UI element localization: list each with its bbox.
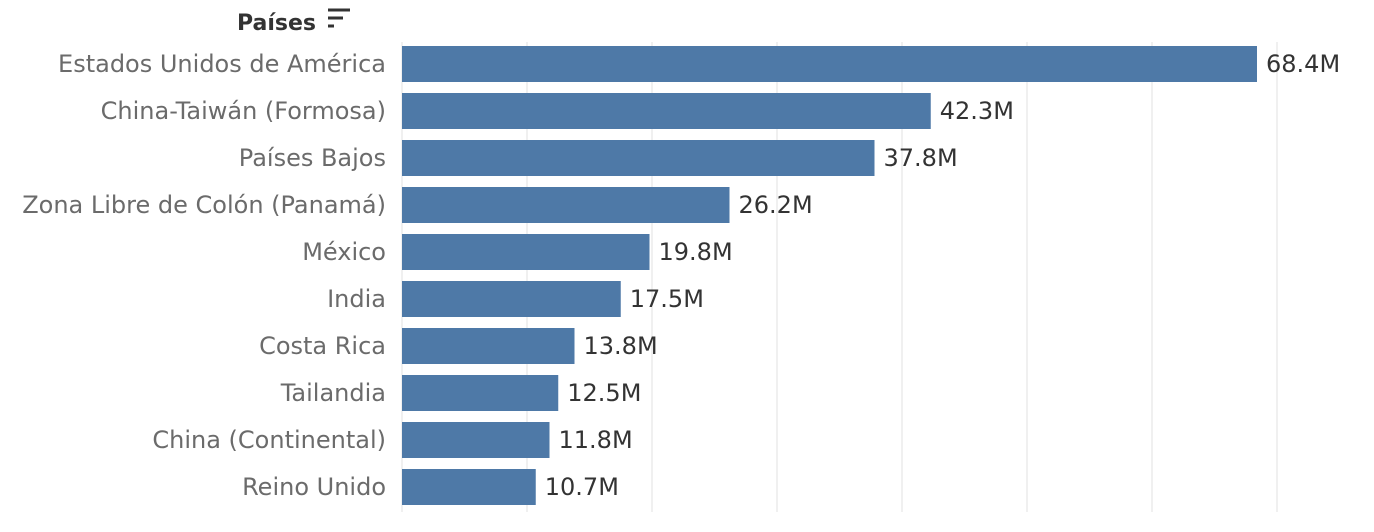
value-label: 13.8M: [584, 332, 658, 360]
bar-row[interactable]: Estados Unidos de América 68.4M: [58, 46, 1340, 82]
value-label: 17.5M: [630, 285, 704, 313]
category-label[interactable]: China (Continental): [152, 426, 386, 454]
bar[interactable]: [402, 281, 621, 317]
category-label[interactable]: Costa Rica: [259, 332, 386, 360]
bar-row[interactable]: Zona Libre de Colón (Panamá) 26.2M: [22, 187, 813, 223]
bars-group: Estados Unidos de América 68.4M China-Taiw…: [22, 46, 1340, 505]
bar-row[interactable]: India 17.5M: [327, 281, 704, 317]
chart-header[interactable]: Países: [237, 8, 350, 36]
value-label: 42.3M: [940, 97, 1014, 125]
category-label[interactable]: Estados Unidos de América: [58, 50, 386, 78]
category-label[interactable]: Tailandia: [280, 379, 386, 407]
bar[interactable]: [402, 187, 730, 223]
bar-row[interactable]: China-Taiwán (Formosa) 42.3M: [101, 93, 1014, 129]
bar[interactable]: [402, 93, 931, 129]
sort-descending-icon[interactable]: [328, 8, 350, 28]
value-label: 12.5M: [567, 379, 641, 407]
category-label[interactable]: China-Taiwán (Formosa): [101, 97, 386, 125]
value-label: 10.7M: [545, 473, 619, 501]
bar[interactable]: [402, 140, 875, 176]
value-label: 19.8M: [659, 238, 733, 266]
bar[interactable]: [402, 46, 1257, 82]
bar-row[interactable]: Países Bajos 37.8M: [239, 140, 958, 176]
bar-row[interactable]: Costa Rica 13.8M: [259, 328, 658, 364]
bar-row[interactable]: México 19.8M: [302, 234, 733, 270]
value-label: 68.4M: [1266, 50, 1340, 78]
bar[interactable]: [402, 422, 550, 458]
value-label: 37.8M: [884, 144, 958, 172]
bar[interactable]: [402, 375, 559, 411]
category-label[interactable]: India: [327, 285, 386, 313]
column-header-paises[interactable]: Países: [237, 11, 316, 36]
bar[interactable]: [402, 234, 650, 270]
value-label: 11.8M: [559, 426, 633, 454]
category-label[interactable]: Países Bajos: [239, 144, 386, 172]
category-label[interactable]: Zona Libre de Colón (Panamá): [22, 191, 386, 219]
bar-row[interactable]: China (Continental) 11.8M: [152, 422, 633, 458]
bar[interactable]: [402, 469, 536, 505]
value-label: 26.2M: [739, 191, 813, 219]
category-label[interactable]: Reino Unido: [242, 473, 386, 501]
bar-row[interactable]: Tailandia 12.5M: [280, 375, 642, 411]
category-label[interactable]: México: [302, 238, 386, 266]
bar[interactable]: [402, 328, 575, 364]
bar-row[interactable]: Reino Unido 10.7M: [242, 469, 619, 505]
